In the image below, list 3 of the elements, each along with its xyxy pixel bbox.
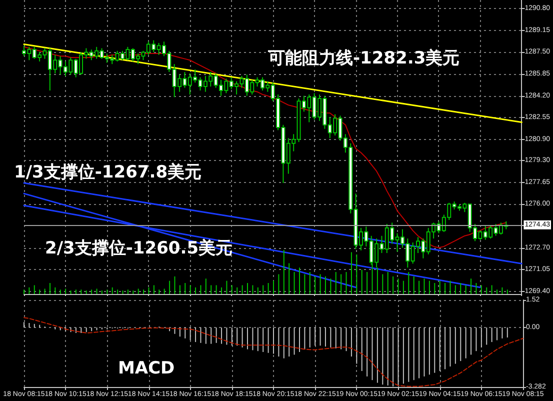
annotation: MACD — [118, 358, 175, 378]
annotation: 1/3支撑位-1267.8美元 — [14, 162, 202, 182]
annotation: 可能阻力线-1282.3美元 — [267, 48, 460, 68]
